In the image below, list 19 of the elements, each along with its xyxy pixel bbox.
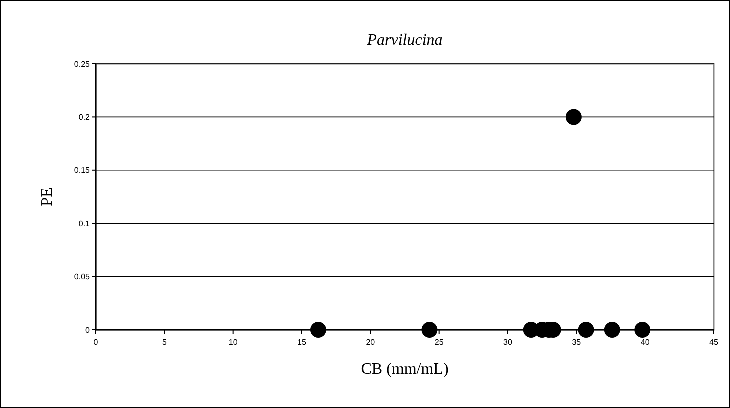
x-tick-label: 20 bbox=[366, 338, 376, 347]
x-tick-label: 5 bbox=[162, 338, 168, 347]
y-tick-label: 0.2 bbox=[78, 113, 91, 122]
y-axis-title: PE bbox=[39, 188, 56, 206]
x-tick-label: 25 bbox=[434, 338, 444, 347]
x-tick-label: 35 bbox=[572, 338, 582, 347]
x-tick-label: 30 bbox=[504, 338, 513, 347]
y-tick-label: 0.25 bbox=[74, 60, 91, 69]
x-tick-label: 40 bbox=[640, 338, 650, 347]
y-tick-label: 0.15 bbox=[74, 166, 91, 176]
x-axis-title: CB (mm/mL) bbox=[361, 361, 449, 378]
x-tick-label: 15 bbox=[298, 338, 307, 347]
y-tick-label: 0 bbox=[86, 326, 91, 335]
y-tick-label: 0.05 bbox=[74, 272, 91, 282]
x-tick-label: 10 bbox=[228, 338, 238, 347]
x-tick-label: 0 bbox=[94, 338, 99, 347]
x-tick-label: 45 bbox=[710, 338, 719, 347]
chart-title: Parvilucina bbox=[366, 32, 443, 49]
y-tick-label: 0.1 bbox=[78, 219, 91, 228]
